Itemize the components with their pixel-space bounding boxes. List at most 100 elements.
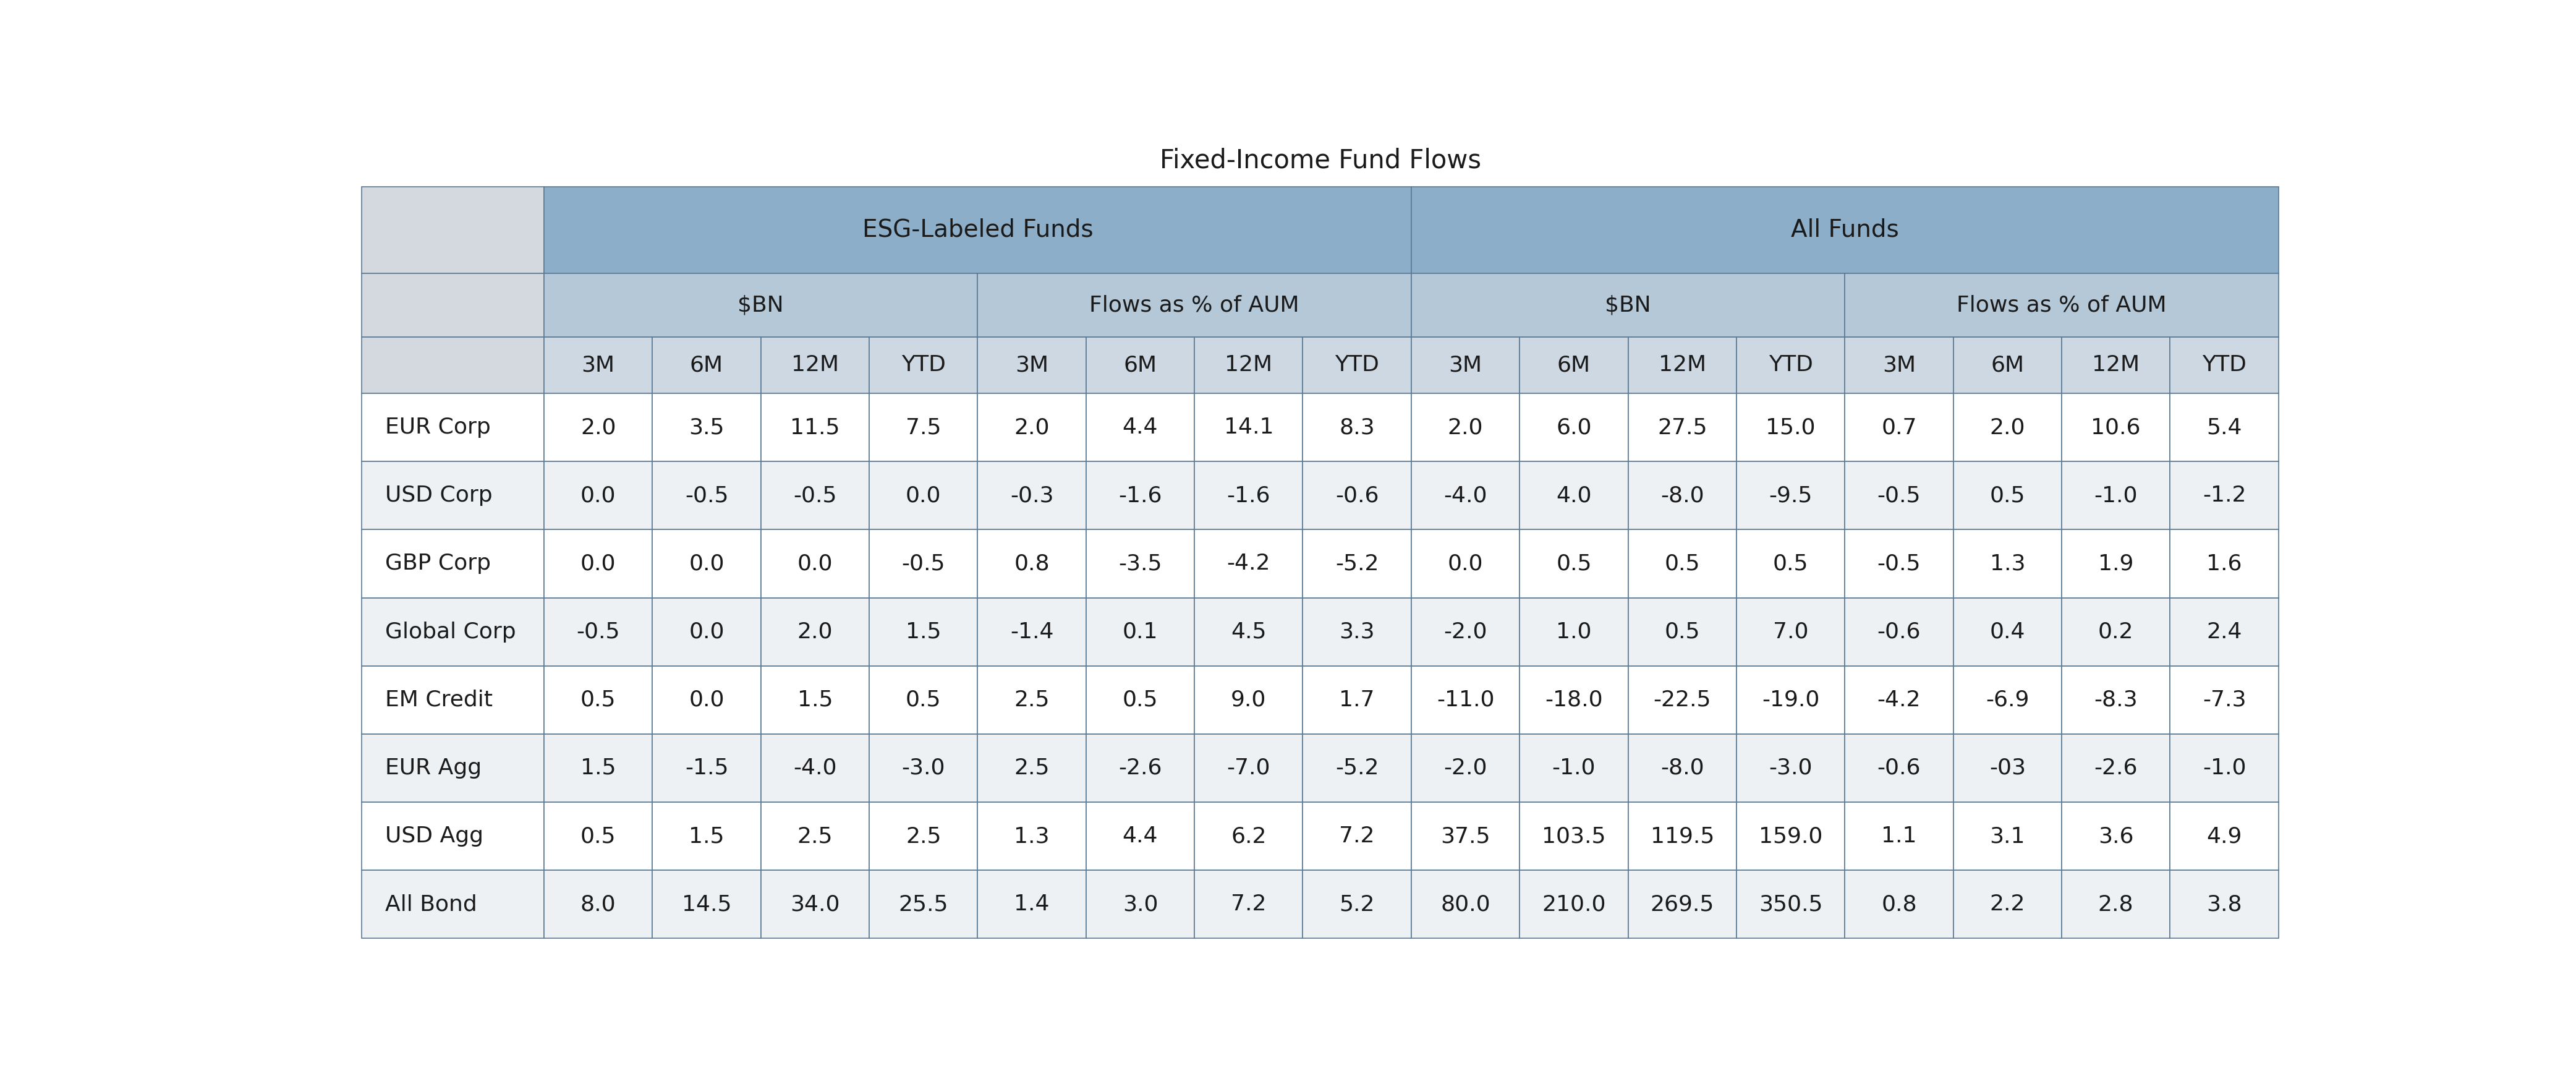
- Bar: [760, 734, 868, 803]
- Bar: [1195, 870, 1303, 939]
- Bar: [544, 530, 652, 598]
- Text: 0.8: 0.8: [1880, 894, 1917, 915]
- Text: 0.2: 0.2: [2097, 621, 2133, 643]
- Text: 2.5: 2.5: [796, 826, 832, 847]
- Bar: [760, 461, 868, 530]
- Bar: [1303, 870, 1412, 939]
- Text: USD Corp: USD Corp: [384, 485, 492, 506]
- Text: 159.0: 159.0: [1759, 826, 1824, 847]
- Text: 0.5: 0.5: [907, 690, 940, 710]
- Bar: [1303, 337, 1412, 394]
- Bar: [979, 870, 1087, 939]
- Text: 5.4: 5.4: [2208, 417, 2241, 438]
- Bar: [1303, 598, 1412, 666]
- Bar: [1953, 803, 2061, 870]
- Bar: [1412, 598, 1520, 666]
- Text: 0.0: 0.0: [580, 554, 616, 574]
- Text: -2.0: -2.0: [1443, 621, 1486, 643]
- Bar: [868, 666, 979, 734]
- Bar: [361, 598, 544, 666]
- Text: Fixed-Income Fund Flows: Fixed-Income Fund Flows: [1159, 148, 1481, 174]
- Text: EM Credit: EM Credit: [384, 690, 492, 710]
- Bar: [979, 803, 1087, 870]
- Text: 0.5: 0.5: [1664, 621, 1700, 643]
- Text: 12M: 12M: [1224, 355, 1273, 376]
- Text: 2.5: 2.5: [1015, 758, 1048, 779]
- Bar: [1736, 870, 1844, 939]
- Text: 10.6: 10.6: [2092, 417, 2141, 438]
- Text: 0.1: 0.1: [1123, 621, 1159, 643]
- Text: -0.6: -0.6: [1878, 621, 1922, 643]
- Text: 0.5: 0.5: [1123, 690, 1159, 710]
- Bar: [544, 187, 1412, 273]
- Text: -0.6: -0.6: [1334, 485, 1378, 506]
- Text: -19.0: -19.0: [1762, 690, 1819, 710]
- Bar: [1844, 734, 1953, 803]
- Text: 1.6: 1.6: [2208, 554, 2241, 574]
- Text: 1.9: 1.9: [2097, 554, 2133, 574]
- Bar: [1520, 530, 1628, 598]
- Bar: [868, 598, 979, 666]
- Text: $BN: $BN: [1605, 294, 1651, 315]
- Text: 6M: 6M: [690, 355, 724, 376]
- Bar: [2061, 394, 2169, 461]
- Text: 1.0: 1.0: [1556, 621, 1592, 643]
- Text: 4.4: 4.4: [1123, 826, 1159, 847]
- Text: 3.3: 3.3: [1340, 621, 1376, 643]
- Bar: [1412, 734, 1520, 803]
- Text: -7.3: -7.3: [2202, 690, 2246, 710]
- Text: 7.5: 7.5: [907, 417, 940, 438]
- Text: 3.0: 3.0: [1123, 894, 1159, 915]
- Text: -11.0: -11.0: [1437, 690, 1494, 710]
- Text: 8.3: 8.3: [1340, 417, 1376, 438]
- Bar: [1520, 803, 1628, 870]
- Bar: [1087, 598, 1195, 666]
- Text: 1.3: 1.3: [1989, 554, 2025, 574]
- Bar: [1736, 337, 1844, 394]
- Text: -3.0: -3.0: [902, 758, 945, 779]
- Text: 0.5: 0.5: [1989, 485, 2025, 506]
- Text: 350.5: 350.5: [1759, 894, 1824, 915]
- Bar: [2061, 870, 2169, 939]
- Bar: [652, 598, 760, 666]
- Text: 1.7: 1.7: [1340, 690, 1376, 710]
- Bar: [1844, 461, 1953, 530]
- Text: 3.5: 3.5: [688, 417, 724, 438]
- Bar: [544, 803, 652, 870]
- Bar: [361, 187, 544, 273]
- Text: -1.4: -1.4: [1010, 621, 1054, 643]
- Bar: [2169, 734, 2277, 803]
- Bar: [868, 803, 979, 870]
- Bar: [2169, 461, 2277, 530]
- Text: 0.5: 0.5: [580, 826, 616, 847]
- Bar: [361, 273, 544, 337]
- Bar: [1628, 803, 1736, 870]
- Bar: [1628, 598, 1736, 666]
- Text: -0.5: -0.5: [902, 554, 945, 574]
- Bar: [544, 870, 652, 939]
- Text: 2.0: 2.0: [1989, 417, 2025, 438]
- Text: YTD: YTD: [1770, 355, 1814, 376]
- Bar: [868, 461, 979, 530]
- Text: 2.4: 2.4: [2208, 621, 2241, 643]
- Text: 4.9: 4.9: [2208, 826, 2241, 847]
- Bar: [2169, 530, 2277, 598]
- Bar: [1736, 734, 1844, 803]
- Text: -1.6: -1.6: [1118, 485, 1162, 506]
- Bar: [1628, 530, 1736, 598]
- Text: 3M: 3M: [582, 355, 616, 376]
- Bar: [361, 530, 544, 598]
- Bar: [760, 803, 868, 870]
- Text: 12M: 12M: [2092, 355, 2141, 376]
- Text: 1.5: 1.5: [907, 621, 940, 643]
- Bar: [361, 734, 544, 803]
- Text: 8.0: 8.0: [580, 894, 616, 915]
- Bar: [1844, 598, 1953, 666]
- Text: 1.5: 1.5: [796, 690, 832, 710]
- Text: -0.5: -0.5: [793, 485, 837, 506]
- Bar: [1412, 803, 1520, 870]
- Text: 7.2: 7.2: [1231, 894, 1267, 915]
- Text: -1.0: -1.0: [1553, 758, 1595, 779]
- Text: 3.1: 3.1: [1989, 826, 2025, 847]
- Text: 0.0: 0.0: [907, 485, 940, 506]
